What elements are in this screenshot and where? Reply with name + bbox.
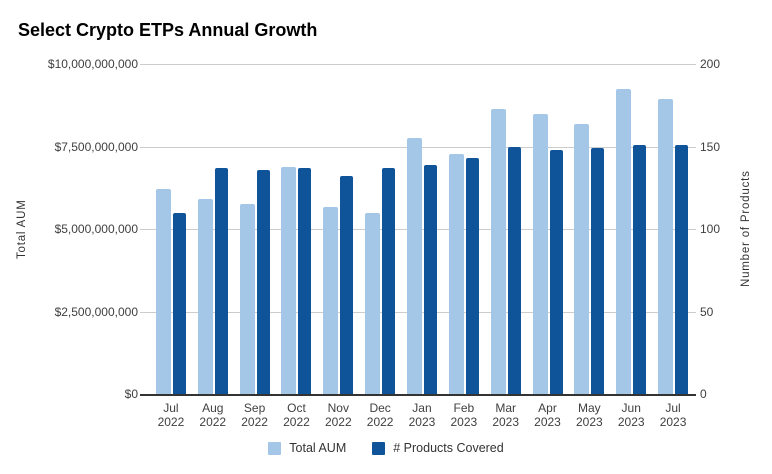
- x-tick-label: Mar 2023: [492, 401, 520, 429]
- y-tick-label-right: 150: [700, 139, 721, 154]
- legend-swatch-icon: [268, 441, 282, 455]
- y-axis-left-labels: $10,000,000,000 $7,500,000,000 $5,000,000,…: [0, 57, 138, 401]
- bar-total-aum: [532, 114, 548, 394]
- y-tick-label-left: $5,000,000,000: [54, 222, 138, 236]
- bar-group: [481, 64, 523, 394]
- y-tick-label-right: 0: [700, 387, 707, 401]
- bar-total-aum: [281, 167, 297, 394]
- bar-total-aum: [239, 204, 255, 394]
- y-tick-label-left: $7,500,000,000: [54, 139, 138, 154]
- x-axis-baseline: [140, 394, 696, 396]
- x-axis-labels: Jul 2022 Aug 2022 Sep 2022 Oct 2022 Nov 2022 Dec 20…: [146, 401, 690, 429]
- x-tick-label: Oct 2022: [283, 401, 310, 429]
- bar-total-aum: [323, 206, 339, 394]
- x-tick-label: Nov 2022: [324, 401, 352, 429]
- bar-group: [606, 64, 648, 394]
- legend-swatch-icon: [372, 441, 386, 455]
- chart-title: Select Crypto ETPs Annual Growth: [18, 20, 318, 40]
- x-tick-label: May 2023: [576, 401, 603, 429]
- plot-area: [140, 64, 696, 396]
- bar-group: [188, 64, 230, 394]
- bar-products-covered: [172, 212, 186, 394]
- bar-products-covered: [340, 176, 354, 394]
- bar-products-covered: [423, 164, 437, 394]
- bar-products-covered: [382, 167, 396, 394]
- bar-total-aum: [406, 137, 422, 394]
- bar-total-aum: [490, 108, 506, 394]
- y-axis-right-labels: 200 150 100 50 0: [700, 57, 760, 401]
- y-tick-label-left: $2,500,000,000: [54, 304, 138, 319]
- legend: Total AUM # Products Covered: [0, 441, 772, 455]
- y-tick-label-right: 100: [700, 222, 721, 236]
- legend-item-total-aum: Total AUM: [268, 441, 346, 455]
- bar-group: [648, 64, 690, 394]
- bar-total-aum: [197, 199, 213, 394]
- x-tick-label: Aug 2022: [199, 401, 227, 429]
- y-tick-label-left: $0: [124, 387, 138, 401]
- bar-group: [146, 64, 188, 394]
- bar-total-aum: [448, 153, 464, 394]
- y-tick-label-right: 50: [700, 304, 714, 319]
- bar-products-covered: [256, 169, 270, 394]
- bar-products-covered: [214, 167, 228, 394]
- bar-total-aum: [574, 124, 590, 394]
- bar-total-aum: [616, 88, 632, 394]
- legend-label: Total AUM: [289, 441, 347, 455]
- bar-group: [564, 64, 606, 394]
- legend-item-products-covered: # Products Covered: [372, 441, 504, 455]
- x-tick-label: Jul 2022: [157, 401, 185, 429]
- bar-group: [230, 64, 272, 394]
- x-tick-label: Apr 2023: [534, 401, 561, 429]
- bar-group: [523, 64, 565, 394]
- bar-products-covered: [675, 144, 689, 394]
- y-tick-label-right: 200: [700, 57, 721, 71]
- bar-total-aum: [658, 99, 674, 394]
- bar-group: [313, 64, 355, 394]
- x-tick-label: Dec 2022: [366, 401, 394, 429]
- bar-total-aum: [155, 189, 171, 394]
- bar-products-covered: [507, 146, 521, 394]
- bar-products-covered: [465, 158, 479, 394]
- x-tick-label: Sep 2022: [241, 401, 268, 429]
- bars-row: [146, 64, 690, 394]
- x-tick-label: Jan 2023: [408, 401, 436, 429]
- bar-group: [397, 64, 439, 394]
- bar-products-covered: [549, 149, 563, 394]
- bar-products-covered: [298, 167, 312, 394]
- bar-group: [355, 64, 397, 394]
- x-tick-label: Jun 2023: [617, 401, 645, 429]
- x-tick-label: Feb 2023: [450, 401, 478, 429]
- bar-products-covered: [591, 148, 605, 394]
- legend-label: # Products Covered: [393, 441, 504, 455]
- bar-total-aum: [365, 212, 381, 394]
- bar-group: [439, 64, 481, 394]
- x-tick-label: Jul 2023: [659, 401, 687, 429]
- bar-group: [272, 64, 314, 394]
- gridline: [140, 64, 696, 65]
- y-tick-label-left: $10,000,000,000: [47, 57, 138, 71]
- bar-products-covered: [633, 144, 647, 394]
